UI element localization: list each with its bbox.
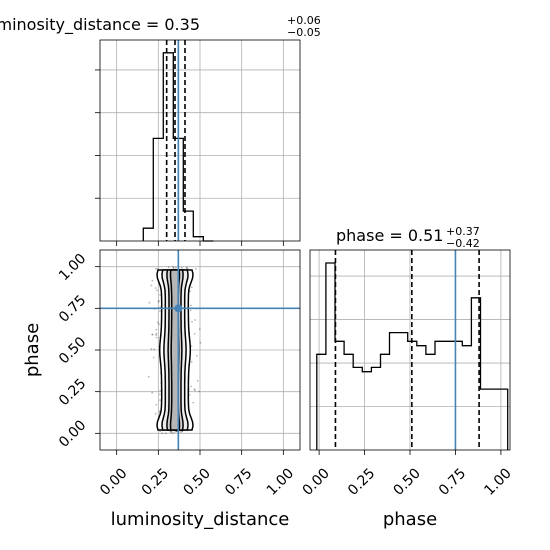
- scatter-point: [154, 287, 157, 289]
- scatter-point: [190, 286, 193, 289]
- scatter-point: [156, 321, 159, 324]
- scatter-point: [161, 432, 164, 435]
- histogram-layer: [142, 52, 509, 450]
- y-axis-label-phase: phase: [22, 323, 43, 377]
- x-axis-label-phase: phase: [383, 509, 437, 530]
- scatter-point: [189, 290, 191, 293]
- scatter-point: [192, 401, 195, 404]
- scatter-point: [147, 375, 150, 378]
- scatter-point: [193, 388, 196, 391]
- scatter-point: [175, 266, 177, 269]
- title-phase-lower-error: −0.42: [446, 237, 480, 250]
- scatter-point: [155, 403, 158, 406]
- scatter-point: [154, 412, 157, 415]
- marker-line-layer: [100, 40, 480, 450]
- x-axis-label-luminosity-distance: luminosity_distance: [111, 509, 290, 530]
- scatter-point: [151, 391, 154, 394]
- histogram-luminosity-distance: [142, 52, 214, 242]
- scatter-point: [181, 430, 184, 433]
- truth-point: [174, 304, 183, 313]
- scatter-point: [152, 356, 155, 359]
- scatter-point: [196, 354, 198, 357]
- scatter-point: [153, 348, 156, 351]
- scatter-point: [189, 304, 192, 307]
- scatter-point: [181, 266, 183, 269]
- scatter-point: [195, 268, 197, 270]
- scatter-point: [185, 267, 188, 269]
- text-layer: luminosity_distance = 0.35 +0.06 −0.05 p…: [0, 14, 480, 530]
- scatter-point: [190, 385, 193, 388]
- scatter-point: [165, 432, 167, 435]
- scatter-point: [154, 268, 157, 270]
- scatter-point: [172, 266, 175, 269]
- scatter-point: [199, 341, 202, 344]
- scatter-point: [190, 360, 193, 363]
- scatter-point: [169, 431, 172, 434]
- scatter-point: [150, 348, 153, 351]
- scatter-point: [148, 301, 151, 304]
- scatter-point: [151, 279, 154, 282]
- contour-layer: [156, 269, 194, 431]
- scatter-point: [155, 334, 158, 337]
- title-lumdist-upper-error: +0.06: [287, 14, 321, 27]
- title-lumdist: luminosity_distance = 0.35: [0, 15, 200, 35]
- scatter-point: [151, 333, 154, 336]
- scatter-point: [185, 266, 188, 269]
- scatter-point: [194, 389, 196, 392]
- scatter-point: [159, 293, 162, 296]
- scatter-point: [159, 430, 162, 433]
- scatter-point: [188, 394, 191, 396]
- scatter-point: [158, 323, 160, 326]
- scatter-point: [196, 379, 199, 382]
- title-lumdist-lower-error: −0.05: [287, 26, 321, 39]
- title-phase: phase = 0.51: [336, 226, 443, 245]
- histogram-phase: [316, 262, 509, 450]
- scatter-point: [176, 430, 178, 433]
- scatter-point: [159, 393, 161, 396]
- scatter-point: [156, 267, 159, 270]
- scatter-point: [198, 328, 201, 331]
- scatter-point: [159, 310, 161, 312]
- scatter-point: [158, 300, 161, 302]
- scatter-point: [171, 432, 174, 434]
- scatter-point: [191, 320, 193, 323]
- scatter-point: [159, 399, 162, 402]
- scatter-point: [198, 390, 201, 393]
- scatter-point: [170, 430, 173, 433]
- scatter-point: [189, 309, 192, 312]
- scatter-point: [155, 328, 158, 331]
- scatter-point: [155, 332, 158, 335]
- scatter-point: [173, 431, 176, 434]
- scatter-point: [194, 319, 197, 321]
- scatter-point: [151, 333, 154, 336]
- scatter-point: [179, 431, 182, 433]
- scatter-point: [156, 289, 158, 292]
- title-phase-upper-error: +0.37: [446, 225, 480, 238]
- scatter-point: [193, 333, 196, 335]
- scatter-point: [159, 389, 162, 392]
- scatter-point: [167, 266, 170, 269]
- scatter-point: [157, 301, 160, 303]
- scatter-point: [150, 284, 153, 287]
- scatter-point: [155, 336, 158, 339]
- scatter-point: [171, 266, 174, 268]
